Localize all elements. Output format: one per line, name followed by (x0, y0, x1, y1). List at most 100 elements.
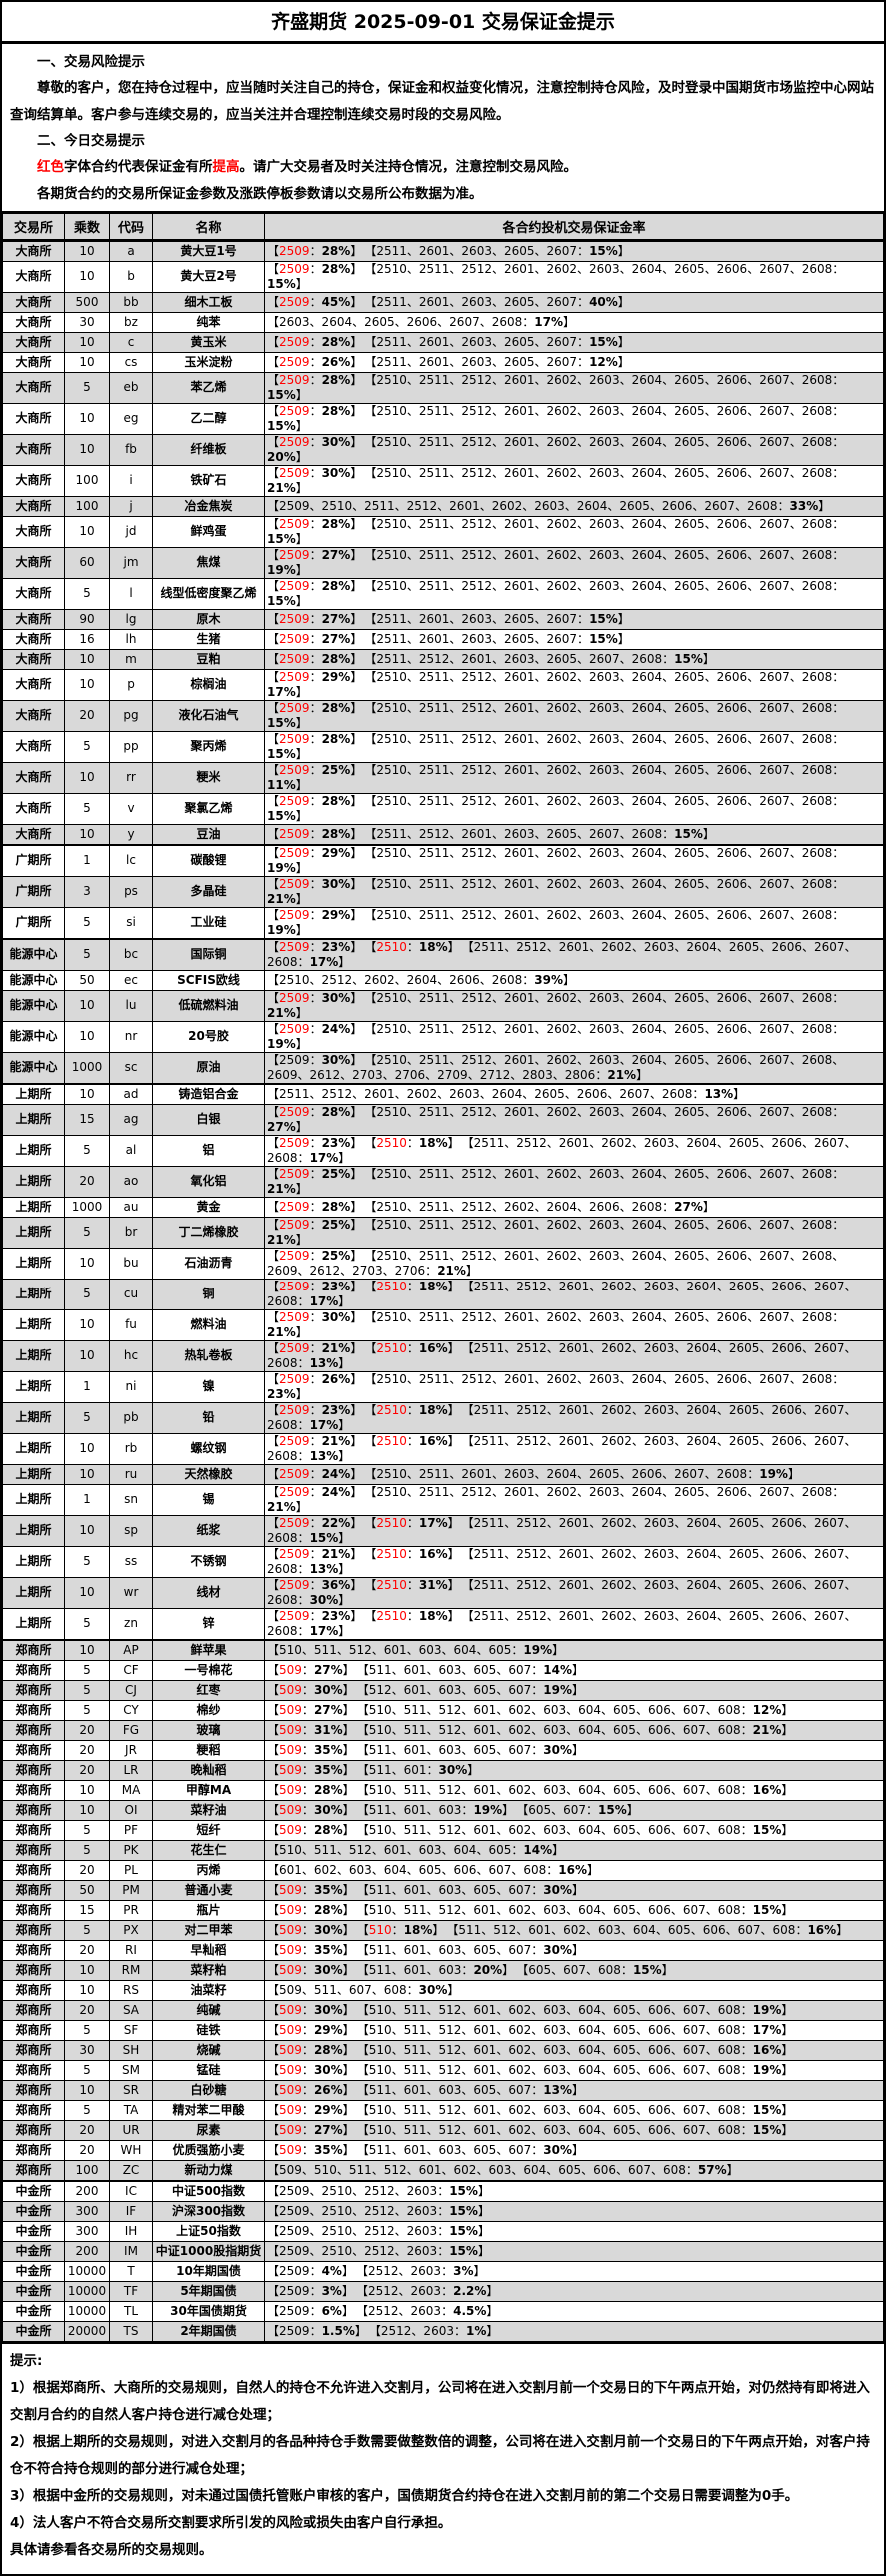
code-cell: si (109, 906, 153, 940)
rate-group: 【2509：23%】 (267, 1402, 363, 1417)
margin-table: 交易所 乘数 代码 名称 各合约投机交易保证金率 大商所 10 a 黄大豆1号 【2509：28… (2, 210, 884, 2344)
exchange-cell: 上期所 (2, 1216, 65, 1249)
rate-group: 【509：35%】 (267, 1742, 355, 1757)
code-cell: SF (109, 2019, 153, 2041)
multiplier-cell: 5 (64, 1679, 110, 1701)
code-cell: PK (109, 1839, 153, 1861)
rate-group: 【2511、2601、2603、2605、2607：15%】 (370, 611, 630, 626)
rate-group: 【509：30%】 (267, 1682, 355, 1697)
multiplier-cell: 5 (64, 1401, 110, 1434)
rate-group: 【2511、2512、2601、2602、2603、2604、2605、2606… (267, 1433, 857, 1463)
rate-group: 【2511、2512、2601、2602、2603、2604、2605、2606… (267, 1546, 857, 1576)
rate-group: 【509：30%】 (267, 1802, 355, 1817)
rate-group: 【2510、2511、2512、2601、2602、2603、2604、2605… (267, 762, 845, 792)
code-cell: c (109, 331, 153, 353)
rates-cell: 【2509：30%】 【2510、2511、2512、2601、2602、2603… (264, 875, 884, 908)
rate-group: 【2509：28%】 (267, 403, 363, 418)
rate-group: 【2509：28%】 (267, 578, 363, 593)
code-cell: p (109, 668, 153, 701)
rate-group: 【509：28%】 (267, 1782, 355, 1797)
exchange-cell: 大商所 (2, 291, 65, 313)
table-row: 大商所 100 i 铁矿石 【2509：30%】 【2510、2511、2512、2601… (2, 464, 884, 497)
code-cell: l (109, 577, 153, 610)
multiplier-cell: 10 (64, 1576, 110, 1609)
rates-cell: 【2509：25%】 【2510、2511、2512、2601、2602、2603… (264, 1247, 884, 1280)
code-cell: hc (109, 1339, 153, 1372)
name-cell: 菜籽油 (152, 1799, 265, 1821)
name-cell: 锡 (152, 1483, 265, 1516)
table-row: 郑商所 20 RI 早籼稻 【509：35%】 【511、601、603、605、607：… (2, 1939, 884, 1961)
rates-cell: 【2509：28%】 【2510、2511、2512、2601、2602、2603… (264, 260, 884, 293)
name-cell: 尿素 (152, 2119, 265, 2141)
note-item: 3）根据中金所的交易规则，对未通过国债托管账户审核的客户，国债期货合约持仓在进入… (10, 2487, 799, 2504)
multiplier-cell: 10000 (64, 2300, 110, 2322)
rate-group: 【2509：29%】 (267, 669, 363, 684)
code-cell: CF (109, 1659, 153, 1681)
rates-cell: 【509：27%】 【510、511、512、601、602、603、604、60… (264, 1699, 884, 1721)
exchange-cell: 大商所 (2, 331, 65, 353)
table-row: 大商所 10 cs 玉米淀粉 【2509：26%】 【2511、2601、2603、260… (2, 351, 884, 373)
rates-cell: 【2510、2512、2602、2604、2606、2608：39%】 (264, 969, 884, 991)
rate-group: 【2509：25%】 (267, 762, 363, 777)
multiplier-cell: 10 (64, 1514, 110, 1547)
rate-group: 【2510：16%】 (370, 1546, 460, 1561)
multiplier-cell: 5 (64, 1545, 110, 1578)
exchange-cell: 郑商所 (2, 1999, 65, 2021)
rate-group: 【2511、2601、2603、2605、2607：15%】 (370, 243, 630, 258)
exchange-cell: 中金所 (2, 2260, 65, 2282)
rate-group: 【2509：28%】 (267, 826, 363, 841)
rate-group: 【509：30%】 (267, 2002, 355, 2017)
rates-cell: 【2509：29%】 【2510、2511、2512、2601、2602、2603… (264, 843, 884, 877)
rate-group: 【510、511、512、601、602、603、604、605、606、607… (362, 1722, 794, 1737)
rate-group: 【2511、2512、2601、2602、2603、2604、2605、2606… (267, 1515, 857, 1545)
name-cell: 黄大豆2号 (152, 260, 265, 293)
multiplier-cell: 5 (64, 937, 110, 971)
rates-cell: 【2509：27%】 【2511、2601、2603、2605、2607：15%】 (264, 608, 884, 630)
exchange-cell: 郑商所 (2, 1879, 65, 1901)
note-item: 1）根据郑商所、大商所的交易规则，自然人的持仓不允许进入交割月，公司将在进入交割… (10, 2379, 870, 2423)
rates-cell: 【510、511、512、601、603、604、605：19%】 (264, 1638, 884, 1661)
exchange-cell: 上期所 (2, 1103, 65, 1136)
code-cell: sp (109, 1514, 153, 1547)
today-mid-text: 字体合约代表保证金有所 (64, 159, 213, 176)
table-row: 大商所 10 m 豆粕 【2509：28%】 【2511、2512、2601、2603、2… (2, 648, 884, 670)
code-cell: i (109, 464, 153, 497)
rate-group: 【509：29%】 (267, 2102, 355, 2117)
rate-group: 【2509：28%】 (267, 793, 363, 808)
exchange-cell: 大商所 (2, 515, 65, 548)
multiplier-cell: 50 (64, 1879, 110, 1901)
table-row: 郑商所 50 PM 普通小麦 【509：35%】 【511、601、603、605、607… (2, 1879, 884, 1901)
code-cell: lh (109, 628, 153, 650)
rates-cell: 【509：28%】 【510、511、512、601、602、603、604、60… (264, 1899, 884, 1921)
rate-group: 【512、601、603、605、607：19%】 (362, 1682, 584, 1697)
rate-group: 【509：27%】 (267, 1702, 355, 1717)
table-row: 广期所 5 si 工业硅 【2509：29%】 【2510、2511、2512、2601、… (2, 906, 884, 940)
table-row: 郑商所 5 CF 一号棉花 【509：27%】 【511、601、603、605、607：… (2, 1659, 884, 1681)
rate-group: 【2510：18%】 (370, 1402, 460, 1417)
name-cell: 苯乙烯 (152, 371, 265, 404)
rate-group: 【2511、2601、2603、2605、2607：40%】 (370, 294, 630, 309)
code-cell: cu (109, 1278, 153, 1310)
code-cell: IM (109, 2240, 153, 2262)
name-cell: 锌 (152, 1607, 265, 1641)
code-cell: FG (109, 1719, 153, 1741)
table-body: 大商所 10 a 黄大豆1号 【2509：28%】 【2511、2601、2603、260… (2, 239, 884, 2343)
rate-group: 【2510：18%】 (370, 1608, 460, 1623)
rate-group: 【510、511、512、601、603、604、605：19%】 (267, 1642, 565, 1657)
table-row: 能源中心 10 nr 20号胶 【2509：24%】 【2510、2511、2512、26… (2, 1020, 884, 1053)
multiplier-cell: 5 (64, 1134, 110, 1167)
table-row: 郑商所 20 LR 晚籼稻 【509：35%】 【511、601：30%】 (2, 1759, 884, 1781)
name-cell: 甲醇MA (152, 1779, 265, 1801)
rate-group: 【2511、2512、2601、2603、2605、2607、2608：15%】 (370, 826, 715, 841)
code-cell: sn (109, 1483, 153, 1516)
code-cell: JR (109, 1739, 153, 1761)
table-row: 中金所 10000 TL 30年国债期货 【2509：6%】 【2512、2603：4.5… (2, 2300, 884, 2322)
table-row: 中金所 200 IC 中证500指数 【2509、2510、2512、2603：15%】 (2, 2179, 884, 2202)
rate-group: 【2510、2511、2512、2602、2604、2606、2608：27%】 (370, 1199, 715, 1214)
table-row: 上期所 10 ru 天然橡胶 【2509：24%】 【2510、2511、2601、260… (2, 1463, 884, 1485)
rate-group: 【510、511、512、601、602、603、604、605、606、607… (362, 2022, 794, 2037)
name-cell: 红枣 (152, 1679, 265, 1701)
rate-group: 【510、511、512、601、602、603、604、605、606、607… (362, 2122, 794, 2137)
code-cell: pp (109, 730, 153, 763)
rate-group: 【601、602、603、604、605、606、607、608：16%】 (267, 1862, 600, 1877)
